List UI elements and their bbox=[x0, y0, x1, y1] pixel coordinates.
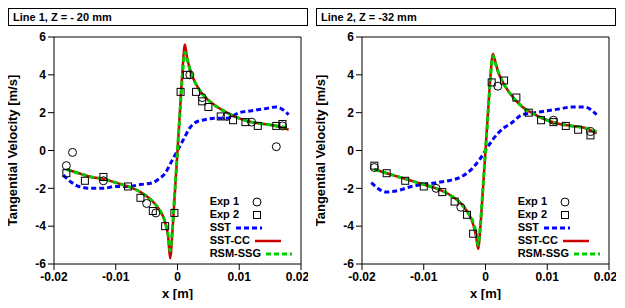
svg-text:x [m]: x [m] bbox=[470, 286, 501, 300]
svg-text:-0.01: -0.01 bbox=[410, 270, 438, 284]
svg-text:0: 0 bbox=[347, 144, 354, 158]
svg-text:0.01: 0.01 bbox=[536, 270, 560, 284]
html-text:Line 2, Z = -32 mm: Line 2, Z = -32 mm bbox=[321, 11, 417, 23]
html-text:RSM-SSG: RSM-SSG bbox=[209, 247, 261, 259]
html-text:RSM-SSG: RSM-SSG bbox=[517, 247, 569, 259]
svg-text:-0.02: -0.02 bbox=[348, 270, 376, 284]
svg-text:4: 4 bbox=[39, 68, 46, 82]
html-text:Line 1, Z = - 20 mm: Line 1, Z = - 20 mm bbox=[13, 11, 112, 23]
svg-text:x [m]: x [m] bbox=[162, 286, 193, 300]
svg-text:0: 0 bbox=[482, 270, 489, 284]
svg-text:-2: -2 bbox=[35, 182, 46, 196]
svg-text:2: 2 bbox=[347, 106, 354, 120]
svg-text:-6: -6 bbox=[35, 257, 46, 271]
html-text:SST-CC: SST-CC bbox=[209, 234, 250, 246]
svg-text:0.02: 0.02 bbox=[594, 270, 616, 284]
svg-text:-4: -4 bbox=[343, 219, 354, 233]
html-text:SST-CC: SST-CC bbox=[517, 234, 558, 246]
svg-text:0.01: 0.01 bbox=[228, 270, 252, 284]
svg-text:0: 0 bbox=[174, 270, 181, 284]
svg-text:0.02: 0.02 bbox=[286, 270, 308, 284]
svg-text:0: 0 bbox=[39, 144, 46, 158]
html-text:Exp 2: Exp 2 bbox=[209, 208, 239, 220]
html-text:Exp 1: Exp 1 bbox=[209, 195, 239, 207]
svg-text:6: 6 bbox=[347, 30, 354, 44]
svg-text:-0.01: -0.01 bbox=[102, 270, 130, 284]
html-text:Exp 2: Exp 2 bbox=[517, 208, 547, 220]
svg-text:-6: -6 bbox=[343, 257, 354, 271]
svg-text:6: 6 bbox=[39, 30, 46, 44]
html-text:Exp 1: Exp 1 bbox=[517, 195, 547, 207]
svg-text:Tangential Velocity [m/s]: Tangential Velocity [m/s] bbox=[316, 75, 328, 226]
svg-text:Tangential Velocity [m/s]: Tangential Velocity [m/s] bbox=[8, 75, 20, 226]
html-text:SST: SST bbox=[517, 221, 540, 233]
svg-text:2: 2 bbox=[39, 106, 46, 120]
svg-text:-2: -2 bbox=[343, 182, 354, 196]
svg-text:4: 4 bbox=[347, 68, 354, 82]
svg-text:-4: -4 bbox=[35, 219, 46, 233]
html-text:SST: SST bbox=[209, 221, 232, 233]
svg-text:-0.02: -0.02 bbox=[40, 270, 68, 284]
